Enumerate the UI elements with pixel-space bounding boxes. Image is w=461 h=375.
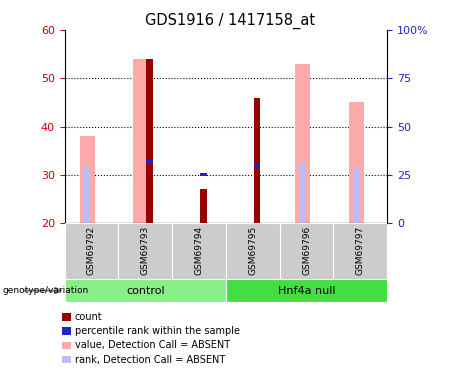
Bar [172, 223, 226, 279]
Bar [254, 164, 260, 166]
Bar [226, 223, 280, 279]
Text: Hnf4a null: Hnf4a null [278, 286, 335, 296]
Text: rank, Detection Call = ABSENT: rank, Detection Call = ABSENT [75, 355, 225, 364]
Text: count: count [75, 312, 102, 322]
Bar [254, 98, 260, 223]
Bar [84, 167, 90, 223]
Bar [133, 59, 148, 223]
Bar [299, 163, 306, 223]
Text: control: control [126, 286, 165, 296]
Bar [200, 189, 207, 223]
Bar [333, 223, 387, 279]
Bar [118, 223, 172, 279]
Text: GDS1916 / 1417158_at: GDS1916 / 1417158_at [145, 13, 316, 29]
Text: GSM69796: GSM69796 [302, 225, 311, 275]
Bar [280, 223, 333, 279]
Bar [146, 160, 153, 163]
Text: GSM69795: GSM69795 [248, 225, 257, 275]
Bar [295, 64, 310, 223]
Bar [353, 167, 359, 223]
Text: GSM69792: GSM69792 [87, 226, 96, 274]
Text: GSM69797: GSM69797 [356, 225, 365, 275]
Bar [80, 136, 95, 223]
Text: value, Detection Call = ABSENT: value, Detection Call = ABSENT [75, 340, 230, 350]
Bar [226, 279, 387, 302]
Bar [65, 223, 118, 279]
Bar [65, 279, 226, 302]
Bar [349, 102, 364, 223]
Bar [200, 173, 207, 176]
Text: GSM69794: GSM69794 [195, 226, 203, 274]
Text: percentile rank within the sample: percentile rank within the sample [75, 326, 240, 336]
Text: GSM69793: GSM69793 [141, 225, 150, 275]
Text: genotype/variation: genotype/variation [2, 286, 89, 295]
Bar [146, 59, 153, 223]
